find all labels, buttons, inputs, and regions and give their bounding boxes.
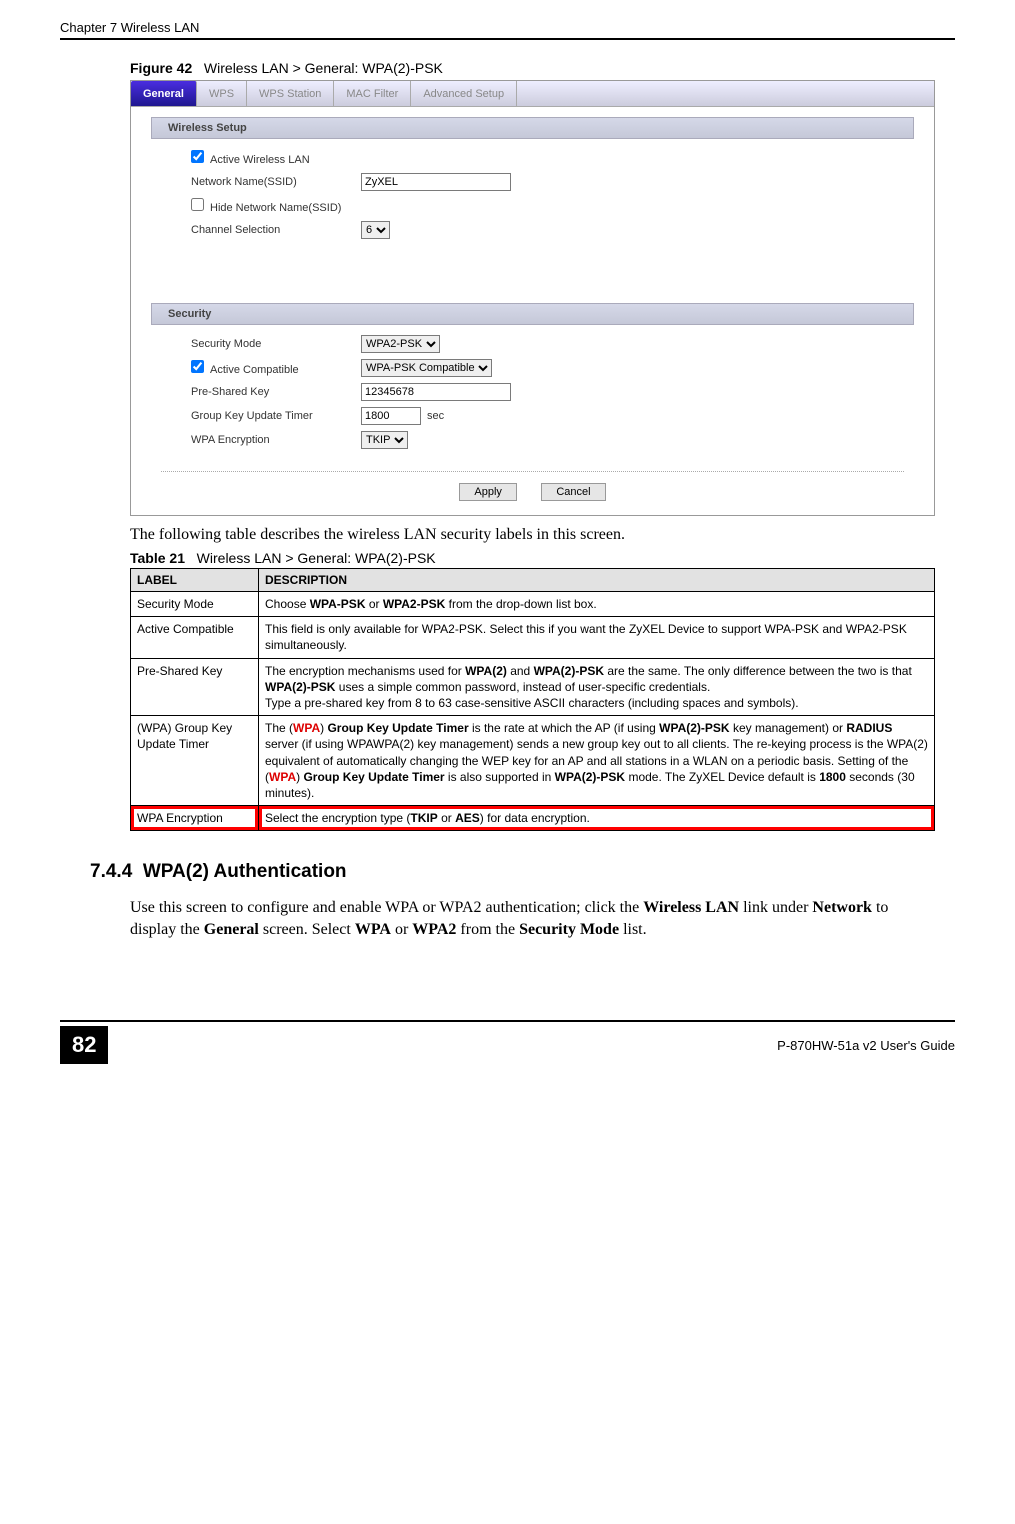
row-label: Security Mode: [131, 592, 259, 617]
security-mode-select[interactable]: WPA2-PSK: [361, 335, 440, 353]
row-label: Active Compatible: [131, 617, 259, 658]
tab-mac-filter[interactable]: MAC Filter: [334, 81, 411, 106]
table-row-highlighted: WPA Encryption Select the encryption typ…: [131, 806, 935, 831]
gkt-input[interactable]: [361, 407, 421, 425]
security-mode-label: Security Mode: [191, 338, 361, 350]
row-label: (WPA) Group Key Update Timer: [131, 716, 259, 806]
psk-label: Pre-Shared Key: [191, 386, 361, 398]
ssid-input[interactable]: [361, 173, 511, 191]
cancel-button[interactable]: Cancel: [541, 483, 605, 501]
tab-wps-station[interactable]: WPS Station: [247, 81, 334, 106]
enc-label: WPA Encryption: [191, 434, 361, 446]
screenshot-panel: General WPS WPS Station MAC Filter Advan…: [130, 80, 935, 516]
figure-label: Figure 42: [130, 60, 192, 76]
table-row: Pre-Shared Key The encryption mechanisms…: [131, 658, 935, 716]
chapter-header: Chapter 7 Wireless LAN: [60, 20, 955, 40]
gkt-label: Group Key Update Timer: [191, 410, 361, 422]
active-wlan-label: Active Wireless LAN: [210, 154, 310, 166]
table-row: Active Compatible This field is only ava…: [131, 617, 935, 658]
channel-label: Channel Selection: [191, 224, 361, 236]
hide-ssid-checkbox[interactable]: [191, 198, 204, 211]
table-caption: Table 21 Wireless LAN > General: WPA(2)-…: [130, 550, 935, 566]
row-desc: Select the encryption type (TKIP or AES)…: [259, 806, 935, 831]
gkt-suffix: sec: [427, 410, 444, 422]
active-wlan-checkbox[interactable]: [191, 150, 204, 163]
enc-select[interactable]: TKIP: [361, 431, 408, 449]
table-label: Table 21: [130, 550, 185, 566]
th-description: DESCRIPTION: [259, 569, 935, 592]
row-label: WPA Encryption: [131, 806, 259, 831]
tab-advanced-setup[interactable]: Advanced Setup: [411, 81, 517, 106]
figure-caption: Figure 42 Wireless LAN > General: WPA(2)…: [130, 60, 935, 76]
table-header-row: LABEL DESCRIPTION: [131, 569, 935, 592]
section-number: 7.4.4: [90, 861, 132, 882]
row-desc: This field is only available for WPA2-PS…: [259, 617, 935, 658]
active-compatible-label: Active Compatible: [210, 364, 299, 376]
tab-general[interactable]: General: [131, 81, 197, 106]
section-title: WPA(2) Authentication: [143, 861, 347, 882]
section-heading: 7.4.4 WPA(2) Authentication: [90, 861, 935, 883]
tab-wps[interactable]: WPS: [197, 81, 247, 106]
table-row: (WPA) Group Key Update Timer The (WPA) G…: [131, 716, 935, 806]
security-heading: Security: [151, 303, 914, 325]
wireless-setup-heading: Wireless Setup: [151, 117, 914, 139]
table-row: Security Mode Choose WPA-PSK or WPA2-PSK…: [131, 592, 935, 617]
row-desc: The (WPA) Group Key Update Timer is the …: [259, 716, 935, 806]
apply-button[interactable]: Apply: [459, 483, 517, 501]
hide-ssid-label: Hide Network Name(SSID): [210, 202, 341, 214]
description-table: LABEL DESCRIPTION Security Mode Choose W…: [130, 568, 935, 831]
psk-input[interactable]: [361, 383, 511, 401]
guide-title: P-870HW-51a v2 User's Guide: [777, 1038, 955, 1053]
page-footer: 82 P-870HW-51a v2 User's Guide: [60, 1020, 955, 1064]
section-paragraph: Use this screen to configure and enable …: [130, 897, 935, 940]
row-desc: The encryption mechanisms used for WPA(2…: [259, 658, 935, 716]
active-compatible-checkbox[interactable]: [191, 360, 204, 373]
table-intro-text: The following table describes the wirele…: [130, 526, 935, 544]
button-bar: Apply Cancel: [161, 471, 904, 515]
table-caption-text: Wireless LAN > General: WPA(2)-PSK: [197, 550, 436, 566]
tab-bar: General WPS WPS Station MAC Filter Advan…: [131, 81, 934, 107]
row-label: Pre-Shared Key: [131, 658, 259, 716]
page-number: 82: [60, 1026, 108, 1064]
ssid-label: Network Name(SSID): [191, 176, 361, 188]
compatible-select[interactable]: WPA-PSK Compatible: [361, 359, 492, 377]
th-label: LABEL: [131, 569, 259, 592]
channel-select[interactable]: 6: [361, 221, 390, 239]
row-desc: Choose WPA-PSK or WPA2-PSK from the drop…: [259, 592, 935, 617]
figure-caption-text: Wireless LAN > General: WPA(2)-PSK: [204, 60, 443, 76]
